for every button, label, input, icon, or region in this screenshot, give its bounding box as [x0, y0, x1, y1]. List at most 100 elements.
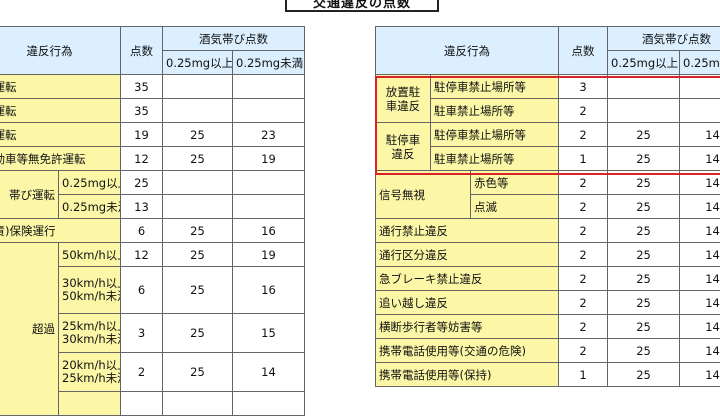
alc-low-cell: 16 [233, 219, 305, 243]
alc-low-cell: 23 [233, 123, 305, 147]
points-cell: 12 [121, 243, 163, 267]
violation-label: 通行禁止違反 [376, 219, 559, 243]
alc-low-cell: 14 [233, 353, 305, 392]
alc-high-cell: 25 [608, 243, 680, 267]
page-title: 交通違反の点数 [313, 0, 411, 11]
alc-high-cell: 25 [163, 314, 233, 353]
violation-sub-label: 赤色等 [471, 171, 559, 195]
alc-low-cell: 16 [233, 267, 305, 314]
alc-high-cell: 25 [163, 123, 233, 147]
points-cell: 25 [121, 171, 163, 195]
table-row: 急ブレーキ禁止違反 2 25 14 [376, 267, 720, 291]
right-header-violation: 違反行為 [376, 27, 559, 75]
points-cell: 2 [559, 219, 608, 243]
table-row: 追い越し違反 2 25 14 [376, 291, 720, 315]
alc-high-cell: 25 [608, 171, 680, 195]
violation-label: 等運転 [0, 99, 121, 123]
points-cell: 13 [121, 195, 163, 219]
table-row: 携帯電話使用等(保持) 1 25 14 [376, 363, 720, 387]
points-cell: 2 [559, 99, 608, 123]
violation-label: 携帯電話使用等(交通の危険) [376, 339, 559, 363]
alc-low-cell: 19 [233, 147, 305, 171]
table-row: い運転 35 [0, 75, 347, 99]
left-header-violation: 違反行為 [0, 27, 121, 75]
alc-low-cell: 14 [680, 243, 720, 267]
alc-high-cell [608, 75, 680, 99]
alc-low-cell: 14 [680, 171, 720, 195]
alc-high-cell [163, 75, 233, 99]
table-row: 帯び運転 0.25mg以上 25 [0, 171, 347, 195]
alc-high-cell [163, 195, 233, 219]
group-line-2: 車違反 [386, 99, 421, 113]
alc-high-cell: 25 [608, 195, 680, 219]
violation-sub-label: 点滅 [471, 195, 559, 219]
violation-group-label: 帯び運転 [0, 171, 59, 219]
right-violation-table: 違反行為 点数 酒気帯び点数 0.25mg以上 0.25mg未満 放置駐車違反 … [375, 26, 720, 387]
violation-label: い運転 [0, 75, 121, 99]
alc-high-cell: 25 [608, 339, 680, 363]
table-row: 通行区分違反 2 25 14 [376, 243, 720, 267]
table-row: 自動車等無免許運転 12 25 19 [0, 147, 347, 171]
alc-high-cell: 25 [163, 243, 233, 267]
points-cell: 6 [121, 267, 163, 314]
points-cell [121, 392, 163, 416]
violation-group-label: 超過 [0, 243, 59, 416]
alc-low-cell [233, 171, 305, 195]
violation-group-label: 駐停車違反 [376, 123, 431, 171]
violation-label: 自動車等無免許運転 [0, 147, 121, 171]
right-header-alc-high: 0.25mg以上 [608, 51, 680, 75]
violation-label: 許運転 [0, 123, 121, 147]
speed-range-from: 30km/h以上 [62, 276, 121, 290]
left-header-points: 点数 [121, 27, 163, 75]
violation-sub-label: 30km/h以上50km/h未満 [59, 267, 121, 314]
alc-high-cell: 25 [608, 219, 680, 243]
points-cell: 3 [121, 314, 163, 353]
speed-range-to: 25km/h未満 [62, 371, 121, 385]
speed-range-from: 20km/h以上 [62, 358, 121, 372]
alc-low-cell [680, 75, 720, 99]
alc-low-cell: 14 [680, 195, 720, 219]
violation-label: 賠責)保険運行 [0, 219, 121, 243]
table-row: 駐停車違反 駐停車禁止場所等 2 25 14 [376, 123, 720, 147]
alc-low-cell: 14 [680, 123, 720, 147]
right-header-row-1: 違反行為 点数 酒気帯び点数 [376, 27, 720, 51]
alc-low-cell: 14 [680, 219, 720, 243]
points-cell: 2 [559, 267, 608, 291]
violation-sub-label: 25km/h以上30km/h未満 [59, 314, 121, 353]
violation-sub-label: 20km/h以上25km/h未満 [59, 353, 121, 392]
violation-label: 携帯電話使用等(保持) [376, 363, 559, 387]
alc-high-cell: 25 [163, 219, 233, 243]
alc-low-cell: 14 [680, 147, 720, 171]
violation-group-label: 信号無視 [376, 171, 471, 219]
alc-low-cell [233, 392, 305, 416]
points-cell: 2 [121, 353, 163, 392]
alc-high-cell: 25 [608, 123, 680, 147]
left-header-alc-high: 0.25mg以上 [163, 51, 233, 75]
table-row: 等運転 35 [0, 99, 347, 123]
table-row: 賠責)保険運行 6 25 16 [0, 219, 347, 243]
right-header-alcohol: 酒気帯び点数 [608, 27, 720, 51]
violation-sub-label: 駐停車禁止場所等 [431, 123, 559, 147]
table-row: 放置駐車違反 駐停車禁止場所等 3 [376, 75, 720, 99]
left-violation-table: 違反行為 点数 酒気帯び点数 0.25mg以上 0.25mg未満 い運転 35 … [0, 26, 347, 416]
right-header-points: 点数 [559, 27, 608, 75]
group-line-1: 放置駐 [386, 85, 421, 99]
alc-high-cell [163, 99, 233, 123]
points-cell: 35 [121, 75, 163, 99]
violation-sub-label: 駐停車禁止場所等 [431, 75, 559, 99]
table-row: 超過 50km/h以上 12 25 19 [0, 243, 347, 267]
points-cell: 19 [121, 123, 163, 147]
alc-low-cell: 19 [233, 243, 305, 267]
violation-group-label: 放置駐車違反 [376, 75, 431, 123]
alc-high-cell: 25 [163, 267, 233, 314]
points-cell: 2 [559, 315, 608, 339]
alc-low-cell: 14 [680, 267, 720, 291]
alc-high-cell [608, 99, 680, 123]
alc-low-cell: 14 [680, 315, 720, 339]
alc-high-cell: 25 [608, 291, 680, 315]
points-cell: 3 [559, 75, 608, 99]
violation-sub-label: 0.25mg未満 [59, 195, 121, 219]
speed-range-from: 25km/h以上 [62, 319, 121, 333]
alc-low-cell: 14 [680, 339, 720, 363]
speed-range-to: 30km/h未満 [62, 332, 121, 346]
